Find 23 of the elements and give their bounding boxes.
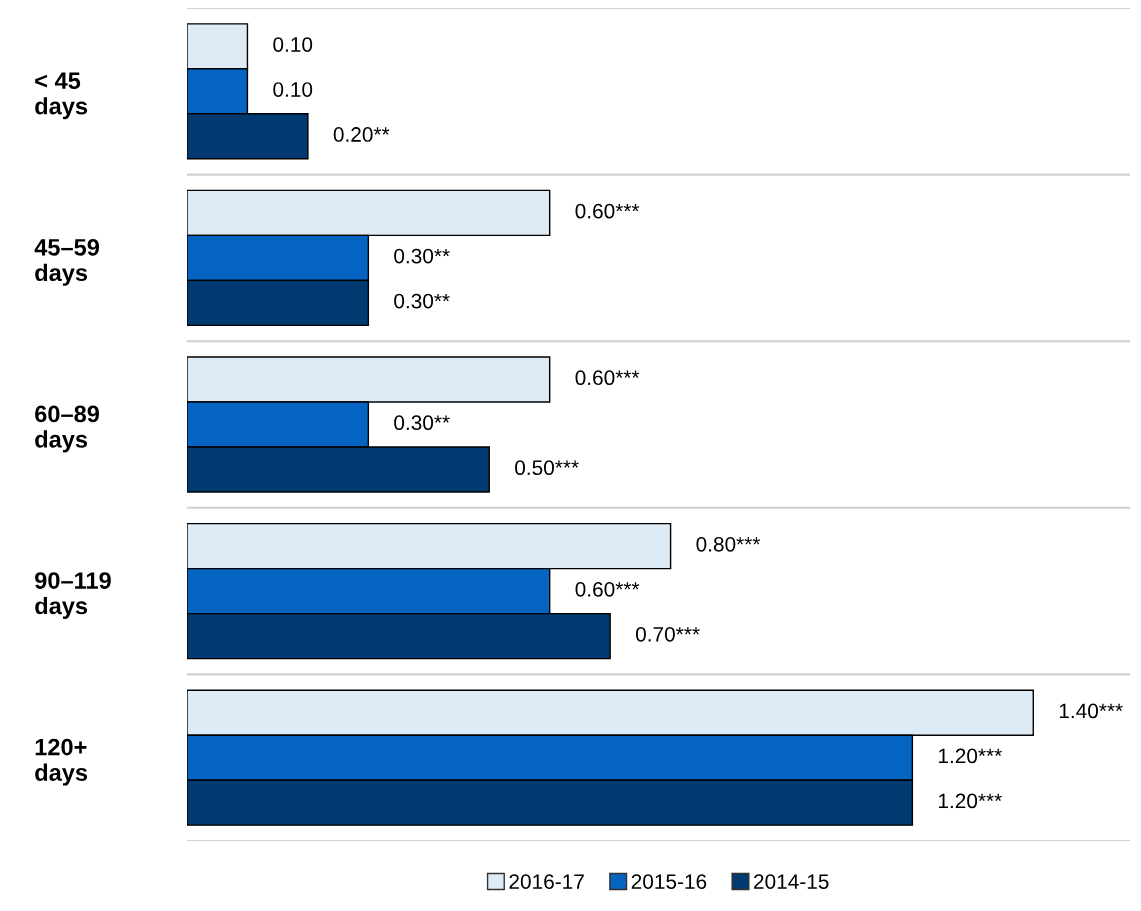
y-tick-label: < 45 days <box>35 72 88 120</box>
data-label: 0.70*** <box>635 626 700 642</box>
data-label: 0.10 <box>273 82 313 97</box>
data-label: 0.30** <box>394 415 450 431</box>
y-tick-label: 45–59 days <box>34 238 99 286</box>
data-label: 0.80*** <box>696 536 761 552</box>
y-tick-label: 60–89 days <box>35 405 99 453</box>
y-tick-label: 90–119 days <box>35 572 111 619</box>
data-label: 1.20*** <box>938 748 1002 764</box>
data-label: 0.50*** <box>515 460 579 476</box>
data-label: 0.10 <box>273 37 313 52</box>
data-label: 0.60*** <box>575 203 640 219</box>
legend-label: 2014-15 <box>754 874 829 889</box>
y-tick-label: 120+ days <box>35 738 88 786</box>
legend-label: 2016-17 <box>509 874 584 889</box>
data-label: 0.60*** <box>575 581 640 597</box>
data-label: 1.40*** <box>1059 703 1123 719</box>
legend-label: 2015-16 <box>631 874 707 889</box>
data-label: 0.60*** <box>575 370 640 386</box>
data-label: 0.30** <box>394 293 450 309</box>
data-label: 0.30** <box>394 248 450 264</box>
data-label: 1.20*** <box>938 793 1002 809</box>
data-label: 0.20** <box>333 127 390 142</box>
